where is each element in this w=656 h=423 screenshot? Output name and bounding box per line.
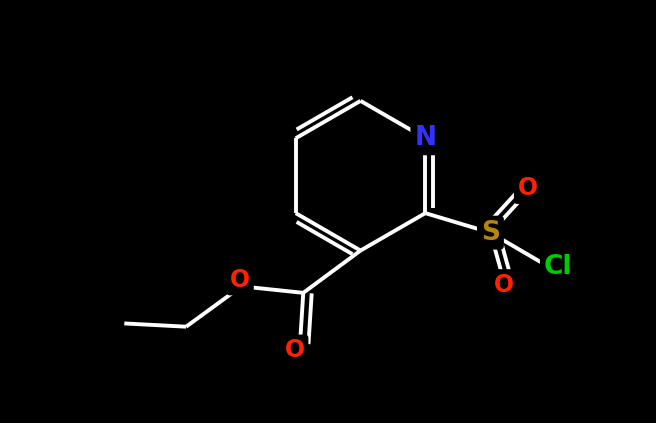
- Text: N: N: [415, 125, 436, 151]
- Text: Cl: Cl: [544, 254, 572, 280]
- Text: O: O: [518, 176, 537, 201]
- Text: O: O: [230, 268, 250, 292]
- Text: O: O: [493, 273, 514, 297]
- Text: S: S: [481, 220, 500, 246]
- Text: O: O: [285, 338, 305, 362]
